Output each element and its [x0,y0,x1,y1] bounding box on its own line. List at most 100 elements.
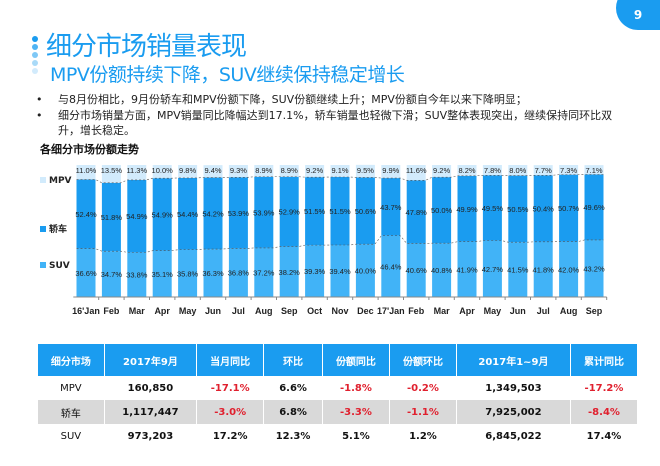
legend-swatch [40,226,46,232]
data-label: 9.1% [331,166,348,175]
data-label: 40.0% [355,267,377,276]
bar-mpv-segment [203,165,223,178]
bar-mpv-segment [101,165,121,183]
bar-suv-segment [279,246,299,297]
data-label: 7.7% [535,166,552,175]
bar-suv-segment [228,248,248,297]
bar-sedan-segment [305,177,325,246]
table-cell: 6.6% [263,376,323,400]
table-row: 轿车 1,117,447 -3.0% 6.8% -3.3% -1.1% 7,925,002-… [38,400,639,424]
bar-mpv-segment [178,165,198,178]
table-cell: 17.4% [570,424,639,448]
bar-sedan-segment [330,177,350,245]
data-label: 40.6% [406,266,428,275]
table-cell: MPV [38,376,105,400]
bar-mpv-segment [533,165,553,176]
table-cell: 轿车 [38,400,105,424]
x-tick-label: 16'Jan [72,306,100,316]
x-tick-label: Apr [459,306,475,316]
data-label: 43.2% [583,264,605,273]
bar-suv-segment [533,241,553,297]
data-label: 9.8% [179,166,196,175]
page-number: 9 [616,0,660,30]
data-label: 51.5% [304,207,326,216]
data-label: 9.9% [382,166,399,175]
data-label: 54.9% [126,212,148,221]
data-label: 37.2% [253,268,275,277]
legend-label: 轿车 [49,223,67,235]
data-label: 9.5% [357,166,374,175]
bar-sedan-segment [559,174,579,242]
title-decoration [32,36,38,76]
data-label: 10.0% [152,166,174,175]
bar-sedan-segment [254,176,274,248]
data-label: 36.6% [75,269,97,278]
x-tick-label: Feb [103,306,120,316]
x-tick-label: May [484,306,502,316]
bar-mpv-segment [432,165,452,178]
data-label: 33.8% [126,271,148,280]
table-cell: 6.8% [263,400,323,424]
bar-mpv-segment [76,165,96,180]
table-cell: -17.1% [196,376,265,400]
bar-sedan-segment [178,177,198,250]
bar-mpv-segment [127,165,147,180]
bar-suv-segment [203,249,223,297]
bullet-item: • 细分市场销量方面，MPV销量同比降幅达到17.1%，轿车销量也轻微下滑；SUV… [36,109,613,137]
legend-swatch [40,262,46,268]
x-tick-label: Aug [560,306,578,316]
x-tick-label: May [179,306,197,316]
column-header: 2017年9月 [104,344,198,376]
bar-sedan-segment [406,180,426,244]
bar-sedan-segment [381,178,401,236]
bar-mpv-segment [584,165,604,175]
table-cell: 1,349,503 [456,376,571,400]
data-label: 53.9% [253,208,275,217]
table-cell: -3.3% [322,400,390,424]
data-label: 50.5% [507,205,529,214]
data-label: 40.8% [431,266,453,275]
bar-suv-segment [101,251,121,297]
table-row: MPV 160,850 -17.1% 6.6% -1.8% -0.2% 1,349,503-… [38,376,639,400]
table-cell: 973,203 [104,424,198,448]
data-label: 50.4% [533,205,555,214]
data-label: 49.6% [583,203,605,212]
x-tick-label: Mar [434,306,451,316]
x-tick-label: Jul [537,306,550,316]
x-tick-label: Apr [154,306,170,316]
data-label: 11.0% [76,166,97,175]
page-title: 细分市场销量表现 [46,32,247,62]
data-label: 7.1% [585,166,602,175]
bar-sedan-segment [457,175,477,242]
data-label: 39.3% [304,267,326,276]
column-header: 份额环比 [389,344,457,376]
bar-suv-segment [432,243,452,297]
x-tick-label: Mar [129,306,146,316]
bar-suv-segment [559,241,579,297]
bar-sedan-segment [482,175,502,241]
x-tick-label: Aug [255,306,273,316]
column-header: 累计同比 [570,344,639,376]
data-label: 50.0% [431,206,453,215]
data-label: 34.7% [101,270,123,279]
data-label: 36.8% [228,269,250,278]
table-cell: 1,117,447 [104,400,198,424]
data-label: 51.8% [101,213,123,222]
bar-suv-segment [152,250,172,297]
x-tick-label: Feb [408,306,425,316]
bar-suv-segment [584,239,604,297]
bar-mpv-segment [381,165,401,179]
data-label: 11.3% [126,166,147,175]
column-header: 环比 [263,344,323,376]
table-cell: 7,925,002 [456,400,571,424]
data-label: 49.9% [456,205,478,214]
x-tick-label: Sep [281,306,298,316]
bar-mpv-segment [279,165,299,177]
data-label: 47.8% [406,208,428,217]
data-label: 11.6% [406,166,427,175]
bar-mpv-segment [228,165,248,178]
bar-mpv-segment [457,165,477,176]
legend-label: MPV [49,176,72,186]
bar-suv-segment [406,243,426,297]
bar-sedan-segment [127,179,147,253]
